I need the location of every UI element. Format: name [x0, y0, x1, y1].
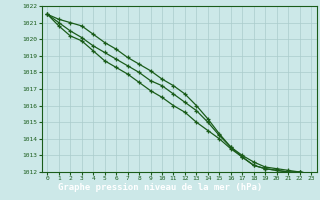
Text: Graphe pression niveau de la mer (hPa): Graphe pression niveau de la mer (hPa) — [58, 182, 262, 192]
